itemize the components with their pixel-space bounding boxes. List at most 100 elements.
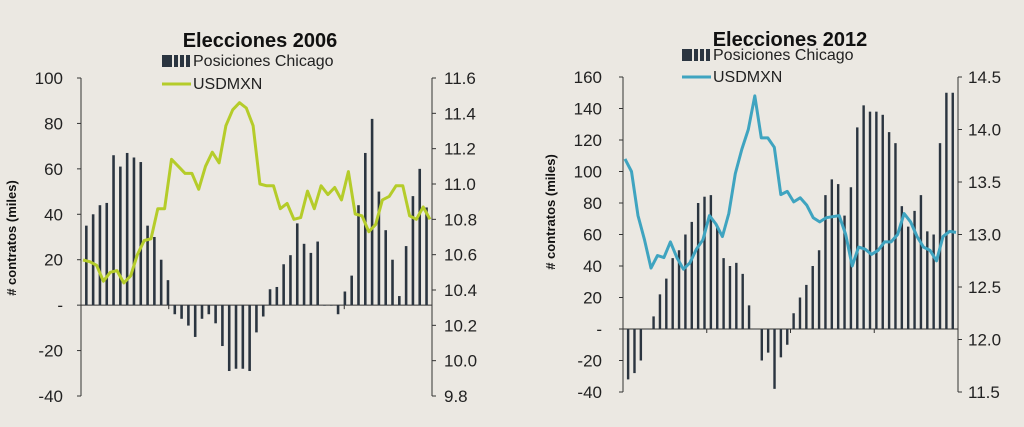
left-tick-label: -40	[38, 387, 63, 406]
bar	[289, 255, 292, 306]
right-tick-label: 14.0	[968, 121, 1001, 140]
bar	[817, 250, 821, 329]
bar	[696, 203, 700, 329]
bar	[856, 127, 859, 330]
right-tick-label: 10.8	[444, 210, 477, 229]
bar	[214, 305, 217, 324]
bar	[919, 195, 923, 329]
bar	[652, 316, 655, 329]
usdmxn-line	[623, 94, 957, 271]
bar	[302, 243, 306, 306]
bar	[773, 329, 776, 389]
left-tick-label: 100	[35, 69, 63, 88]
bar	[391, 259, 394, 306]
bar	[173, 305, 177, 315]
bar	[105, 202, 109, 306]
bar	[159, 259, 163, 306]
bar	[295, 223, 299, 306]
bar	[690, 221, 693, 329]
bar	[951, 92, 954, 329]
bar	[411, 196, 415, 306]
bar	[741, 273, 744, 329]
bar	[932, 234, 935, 329]
left-tick-label: 100	[574, 163, 602, 182]
right-tick-label: 14.5	[968, 68, 1001, 87]
bar	[398, 296, 401, 306]
bar	[85, 225, 88, 306]
right-tick-label: 12.0	[968, 331, 1001, 350]
y-axis-label-left: # contratos (miles)	[4, 180, 19, 296]
bar	[364, 152, 367, 306]
bar	[350, 275, 353, 306]
right-tick-label: 11.4	[444, 104, 476, 123]
legend-bar-swatch	[168, 55, 172, 67]
bar	[786, 329, 789, 345]
bar	[887, 132, 891, 329]
left-tick-label: 80	[583, 194, 602, 213]
bar	[665, 278, 668, 329]
right-tick-label: 9.8	[444, 387, 468, 406]
bar	[633, 329, 636, 374]
bar	[709, 195, 713, 329]
bar	[139, 162, 143, 306]
legend-bar-swatch	[162, 55, 166, 67]
legend-bar-swatch	[700, 49, 704, 61]
legend-label-bars: Posiciones Chicago	[193, 53, 334, 70]
bar	[119, 166, 122, 306]
bar	[747, 305, 751, 329]
bar	[316, 241, 319, 306]
bar	[677, 250, 681, 329]
bar	[658, 294, 662, 329]
bar	[703, 196, 706, 329]
bar	[830, 179, 834, 329]
right-tick-label: 11.5	[968, 383, 1000, 402]
legend-label-line: USDMXN	[193, 76, 262, 93]
left-tick-label: 80	[44, 114, 63, 133]
right-tick-label: 13.0	[968, 226, 1001, 245]
legend-bar-swatch	[688, 49, 692, 61]
legend-bar-swatch	[694, 49, 698, 61]
left-tick-label: 40	[44, 205, 63, 224]
legend-bar-swatch	[180, 55, 184, 67]
bar	[418, 168, 422, 306]
bar	[913, 210, 916, 329]
bar	[766, 329, 770, 353]
left-tick-label: -20	[577, 352, 602, 371]
left-tick-label: -20	[38, 342, 63, 361]
bar	[811, 266, 814, 329]
legend-label-bars: Posiciones Chicago	[713, 47, 854, 64]
bar	[207, 305, 211, 315]
bar	[187, 305, 190, 326]
chart-title: Elecciones 2012	[713, 29, 868, 51]
bar	[626, 329, 630, 380]
right-tick-label: 10.4	[444, 281, 477, 300]
bar	[98, 205, 102, 306]
bar	[221, 305, 224, 347]
bar	[234, 305, 238, 369]
right-tick-label: 10.6	[444, 246, 477, 265]
bar	[862, 105, 865, 329]
bar	[377, 191, 381, 306]
right-tick-label: 11.0	[444, 175, 476, 194]
bar	[227, 305, 231, 372]
right-tick-label: 11.2	[444, 140, 476, 159]
bar	[336, 305, 340, 315]
bar	[900, 206, 904, 329]
bar	[329, 305, 333, 306]
bar	[180, 305, 183, 319]
bar	[357, 205, 360, 306]
bar	[646, 329, 649, 330]
bar	[875, 111, 878, 330]
bar	[754, 329, 757, 330]
bar	[881, 114, 884, 329]
bar	[728, 266, 732, 329]
bar	[843, 215, 846, 329]
left-tick-label: 20	[583, 289, 602, 308]
left-tick-label: 120	[574, 131, 602, 150]
left-tick-label: -	[596, 320, 602, 339]
chart-title: Elecciones 2006	[183, 30, 338, 52]
bar	[798, 297, 802, 329]
